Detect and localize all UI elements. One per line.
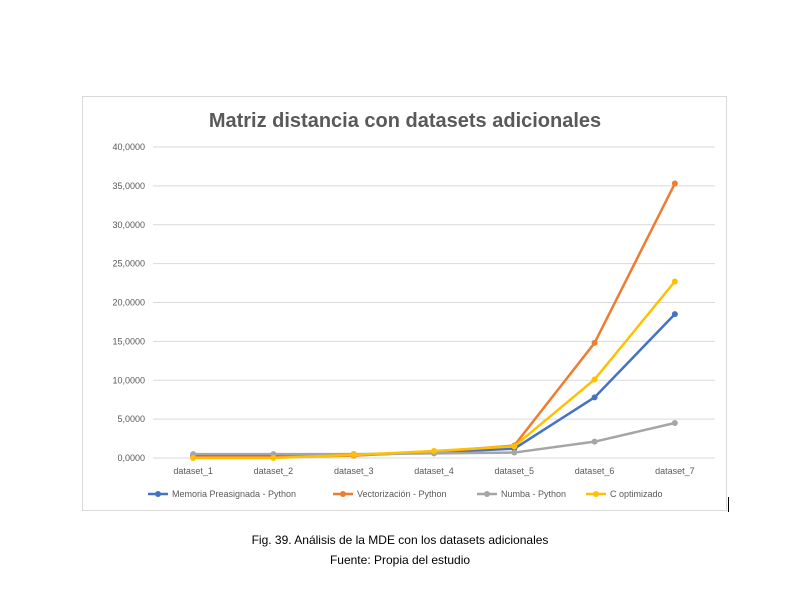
y-tick-label: 5,0000 — [117, 414, 145, 424]
y-tick-label: 15,0000 — [112, 336, 145, 346]
x-tick-label: dataset_6 — [575, 466, 615, 476]
data-point — [270, 455, 277, 461]
y-tick-label: 10,0000 — [112, 375, 145, 385]
y-tick-label: 35,0000 — [112, 181, 145, 191]
y-tick-label: 0,0000 — [117, 453, 145, 463]
chart-title: Matriz distancia con datasets adicionale… — [209, 110, 601, 132]
y-tick-label: 25,0000 — [112, 259, 145, 269]
x-tick-label: dataset_5 — [495, 466, 535, 476]
data-point — [671, 311, 678, 318]
y-tick-label: 20,0000 — [112, 298, 145, 308]
text-cursor-mark — [728, 497, 729, 512]
data-point — [511, 443, 518, 450]
data-point — [511, 449, 518, 456]
legend-label: Vectorización - Python — [357, 489, 447, 499]
y-tick-label: 30,0000 — [112, 220, 145, 230]
data-point — [671, 420, 678, 427]
legend-label: Memoria Preasignada - Python — [172, 489, 296, 499]
data-point — [671, 278, 678, 285]
y-tick-label: 40,0000 — [112, 142, 145, 152]
data-point — [431, 448, 437, 455]
data-point — [671, 180, 678, 187]
legend-label: Numba - Python — [501, 489, 566, 499]
x-tick-label: dataset_4 — [414, 466, 454, 476]
legend-item: Memoria Preasignada - Python — [148, 489, 296, 499]
legend-point-marker — [155, 491, 161, 497]
series-1 — [190, 180, 678, 461]
series-0 — [190, 311, 678, 459]
data-point — [591, 339, 598, 346]
x-tick-label: dataset_1 — [173, 466, 213, 476]
grid-lines — [153, 146, 715, 459]
source-caption: Fuente: Propia del estudio — [329, 553, 471, 567]
data-point — [190, 455, 197, 461]
legend-item: Numba - Python — [477, 489, 566, 499]
legend-item: Vectorización - Python — [333, 489, 447, 499]
x-tick-label: dataset_2 — [254, 466, 294, 476]
series-group — [190, 180, 678, 461]
x-axis-ticks: dataset_1 dataset_2 dataset_3 dataset_4 data… — [173, 466, 694, 476]
legend-point-marker — [340, 491, 346, 497]
legend-label: C optimizado — [610, 489, 663, 499]
series-line — [191, 280, 677, 460]
figure-caption: Fig. 39. Análisis de la MDE con los data… — [251, 533, 549, 547]
data-point — [591, 376, 598, 383]
legend-point-marker — [593, 491, 599, 497]
series-line — [191, 312, 677, 457]
chart-area: Matriz distancia con datasets adicionale… — [82, 96, 727, 511]
x-tick-label: dataset_3 — [334, 466, 374, 476]
legend-item: C optimizado — [586, 489, 663, 499]
data-point — [350, 451, 357, 458]
series-3 — [190, 278, 678, 461]
y-axis-ticks: 0,0000 5,0000 10,0000 15,0000 20,0000 25,0000… — [112, 142, 145, 463]
data-point — [591, 438, 598, 445]
x-tick-label: dataset_7 — [655, 466, 695, 476]
legend: Memoria Preasignada - Python Vectorizació… — [148, 489, 663, 499]
data-point — [591, 394, 598, 401]
legend-point-marker — [484, 491, 490, 497]
line-chart: Matriz distancia con datasets adicionale… — [112, 110, 715, 499]
